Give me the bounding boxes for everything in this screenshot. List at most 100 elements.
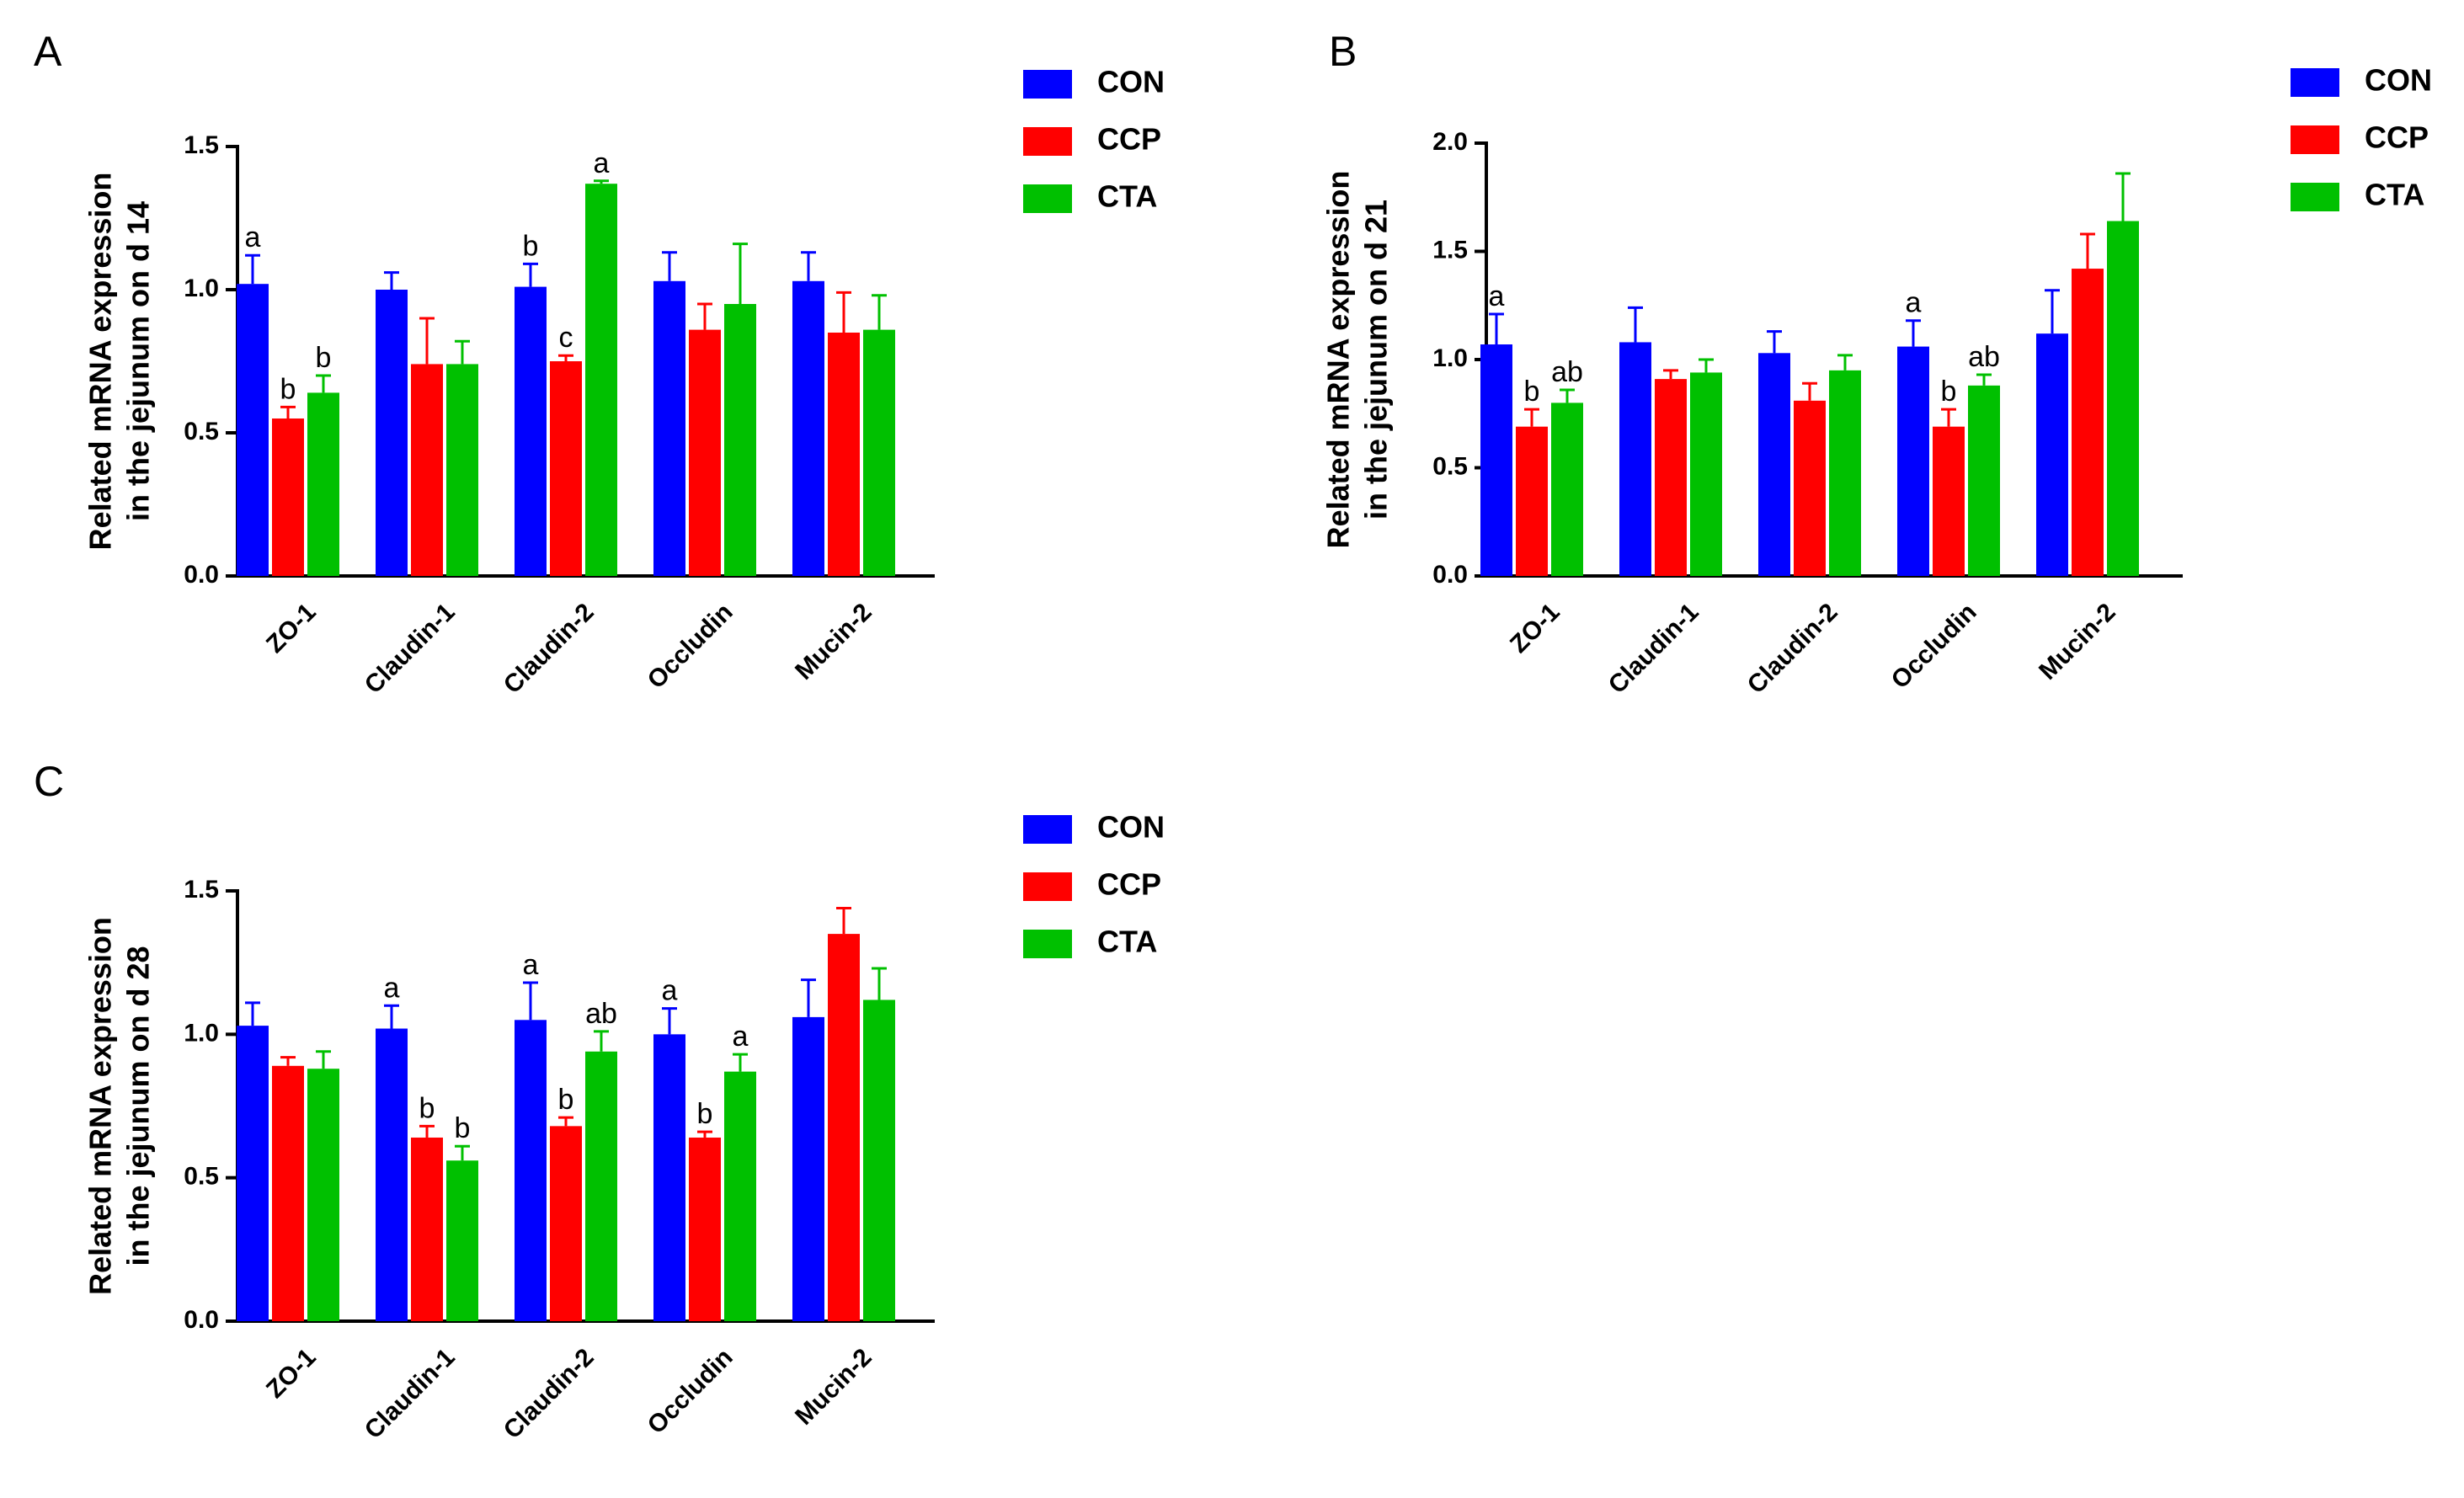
- panel-c-errorbar-cta: [872, 967, 887, 1000]
- panel-a-legend-label-con: CON: [1097, 65, 1165, 99]
- panel-c-bar-ccp: [689, 1137, 721, 1321]
- panel-a-sig-label: b: [280, 373, 296, 405]
- panel-b-bar-ccp: [2072, 269, 2104, 576]
- panel-b-ytick-label: 2.0: [1432, 128, 1468, 156]
- panel-a-legend-swatch-ccp: [1023, 127, 1072, 156]
- panel-c-xtick-label: Claudin-2: [499, 1343, 600, 1444]
- panel-c-bar-con: [653, 1034, 685, 1321]
- panel-a-xtick-label: ZO-1: [261, 598, 322, 658]
- panel-b-bar-ccp: [1933, 426, 1965, 576]
- panel-a-errorbar-ccp: [280, 405, 296, 418]
- panel-a-bar-ccp: [550, 361, 582, 576]
- panel-b-ytick-label: 1.5: [1432, 236, 1468, 264]
- panel-b-errorbar-cta: [1976, 373, 1992, 386]
- panel-c-xtick-label: Mucin-2: [790, 1343, 877, 1430]
- panel-a-legend-swatch-cta: [1023, 184, 1072, 213]
- panel-b-sig-label: b: [1941, 376, 1957, 408]
- panel-c-errorbar-ccp: [280, 1056, 296, 1066]
- panel-a-sig-label: b: [316, 342, 332, 374]
- panel-b-bar-con: [1480, 344, 1512, 576]
- panel-b-sig-label: ab: [1968, 341, 2000, 373]
- panel-c-ytick-label: 1.0: [184, 1019, 219, 1047]
- panel-c-ytick-label: 1.5: [184, 876, 219, 904]
- panel-c-errorbar-ccp: [836, 906, 851, 935]
- panel-b-bar-cta: [1690, 372, 1722, 576]
- panel-c-legend: CON CCP CTA: [1023, 810, 1165, 959]
- panel-a-bar-con: [515, 286, 547, 576]
- panel-b-bar-ccp: [1655, 379, 1687, 576]
- panel-b-errorbar-con: [1767, 330, 1782, 354]
- panel-b-legend-swatch-ccp: [2291, 125, 2339, 154]
- panel-a-legend-swatch-con: [1023, 70, 1072, 99]
- panel-b-legend-label-ccp: CCP: [2365, 120, 2429, 155]
- panel-c-bar-con: [792, 1016, 824, 1321]
- panel-a-ylabel-line1: Related mRNA expression: [83, 173, 118, 551]
- panel-b-errorbar-ccp: [1941, 408, 1956, 427]
- panel-c-sig-label: a: [384, 972, 400, 1004]
- panel-a-ytick-label: 1.0: [184, 275, 219, 302]
- panel-b-errorbar-cta: [1837, 354, 1853, 371]
- panel-c-sig-label: a: [733, 1021, 749, 1053]
- panel-b-errorbar-con: [2045, 289, 2060, 334]
- panel-b-legend-label-cta: CTA: [2365, 178, 2424, 212]
- panel-b-ytick-label: 0.0: [1432, 561, 1468, 589]
- panel-c-bar-cta: [724, 1071, 756, 1321]
- panel-c-xtick-label: Occludin: [643, 1343, 739, 1439]
- panel-a-sig-label: a: [245, 221, 261, 253]
- panel-c-sig-label: b: [558, 1084, 574, 1116]
- panel-b-errorbar-cta: [2115, 172, 2131, 221]
- panel-a-bar-con: [653, 280, 685, 576]
- panel-c-bar-cta: [307, 1069, 339, 1321]
- panel-c-ytick-label: 0.0: [184, 1306, 219, 1334]
- panel-b-sig-label: ab: [1551, 356, 1583, 388]
- panel-b-ylabel-line2: in the jejunum on d 21: [1359, 200, 1394, 520]
- panel-b-errorbar-con: [1628, 306, 1643, 343]
- panel-c-errorbar-cta: [455, 1144, 470, 1161]
- panel-c-bar-cta: [446, 1160, 478, 1321]
- panel-b-errorbar-cta: [1560, 388, 1575, 403]
- panel-a-ytick-label: 0.0: [184, 561, 219, 589]
- panel-c-legend-swatch-ccp: [1023, 872, 1072, 901]
- panel-b-sig-label: b: [1524, 376, 1540, 408]
- panel-c-errorbar-cta: [316, 1050, 331, 1069]
- panel-c-bar-cta: [863, 1000, 895, 1321]
- panel-b-ylabel-line1: Related mRNA expression: [1321, 171, 1356, 549]
- panel-a-bar-cta: [863, 329, 895, 576]
- panel-b-sig-label: a: [1489, 280, 1505, 312]
- panel-b: B Related mRNA expression in the jejunum o…: [1321, 28, 2432, 699]
- panel-b-bar-con: [1897, 346, 1929, 576]
- panel-c-errorbar-cta: [733, 1053, 748, 1072]
- panel-c-bar-ccp: [272, 1065, 304, 1321]
- panel-a-bar-cta: [724, 304, 756, 576]
- panel-a-errorbar-cta: [594, 179, 609, 184]
- panel-c-bar-ccp: [828, 934, 860, 1321]
- panel-a-errorbar-con: [662, 251, 677, 281]
- panel-b-bar-ccp: [1516, 426, 1548, 576]
- panel-a-ylabel-line2: in the jejunum on d 14: [121, 201, 156, 521]
- panel-b-xtick-label: Claudin-2: [1742, 598, 1843, 699]
- panel-c-errorbar-ccp: [697, 1130, 712, 1138]
- panel-a-errorbar-con: [523, 262, 538, 287]
- panel-b-xtick-label: Claudin-1: [1603, 598, 1704, 699]
- panel-a-letter: A: [34, 28, 62, 75]
- panel-c-legend-label-ccp: CCP: [1097, 867, 1161, 902]
- panel-c-ytick-label: 0.5: [184, 1163, 219, 1191]
- panel-c-sig-label: b: [697, 1098, 713, 1130]
- panel-a-bar-cta: [307, 392, 339, 576]
- panel-b-bar-con: [2036, 333, 2068, 576]
- panel-c-errorbar-ccp: [419, 1124, 435, 1138]
- panel-a-errorbar-con: [384, 271, 399, 290]
- panel-a-errorbar-ccp: [558, 354, 573, 361]
- panel-a-errorbar-cta: [733, 243, 748, 304]
- panel-a-xtick-label: Occludin: [643, 598, 739, 694]
- panel-a-errorbar-cta: [872, 294, 887, 330]
- panel-c-ylabel-line1: Related mRNA expression: [83, 917, 118, 1295]
- panel-b-errorbar-ccp: [1802, 381, 1817, 401]
- panel-a-bar-ccp: [411, 364, 443, 576]
- panel-b-bar-cta: [1829, 370, 1861, 576]
- panel-a-bar-cta: [585, 184, 617, 576]
- panel-b-xtick-label: ZO-1: [1505, 598, 1565, 658]
- panel-b-bar-cta: [1968, 385, 2000, 576]
- panel-c-errorbar-con: [245, 1001, 260, 1026]
